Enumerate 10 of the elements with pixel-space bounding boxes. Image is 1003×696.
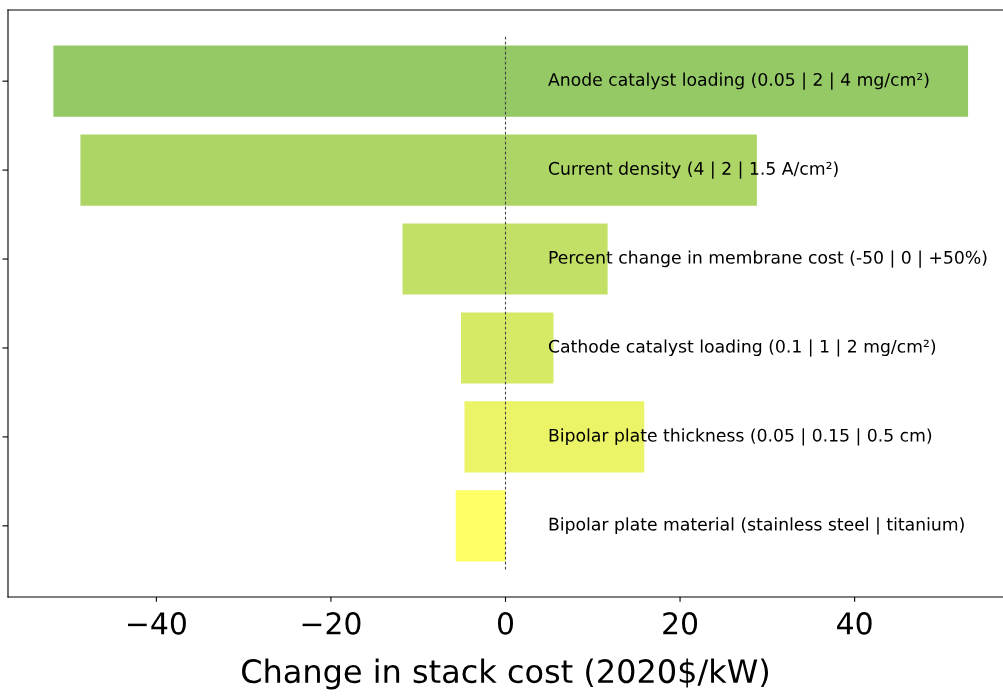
x-axis-title: Change in stack cost (2020$/kW) (242, 658, 769, 690)
x-tick-label: 40 (837, 612, 872, 635)
y-tick-label: Anode catalyst loading (0.05 | 2 | 4 mg/cm²) (548, 72, 929, 90)
y-tick-label: Bipolar plate material (stainless steel | titanium) (549, 517, 964, 535)
x-tick-label: 20 (663, 612, 698, 635)
bar (455, 490, 506, 562)
x-tick-label: −20 (302, 612, 361, 635)
bar (53, 45, 969, 117)
x-tick-label: 0 (497, 612, 514, 635)
x-tick-label: −40 (128, 612, 186, 635)
